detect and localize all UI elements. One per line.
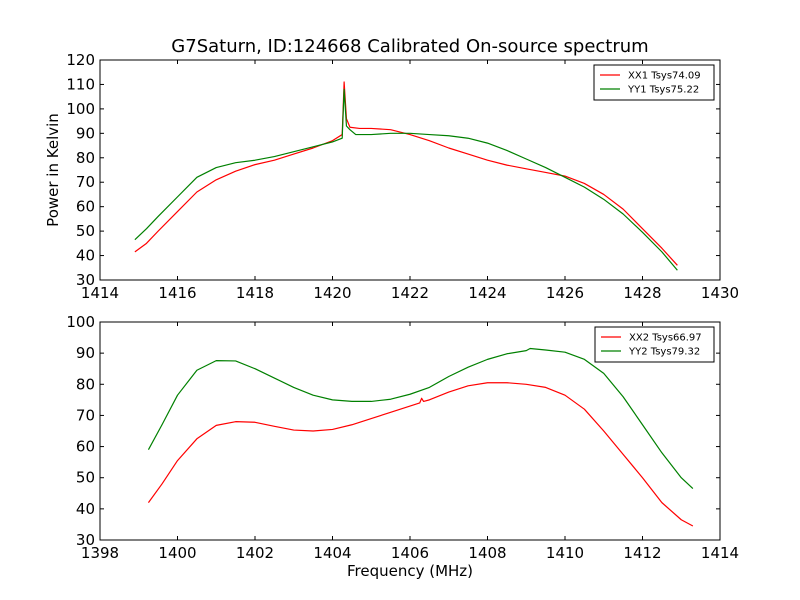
series-line-2-2 <box>147 347 694 490</box>
y-tick-label: 120 <box>66 51 95 69</box>
y-tick-label: 80 <box>76 375 95 393</box>
legend-box <box>594 326 715 363</box>
x-tick-label: 1422 <box>391 284 429 302</box>
y-tick-label: 100 <box>66 313 95 331</box>
x-tick-label: 1400 <box>158 544 196 562</box>
x-tick-label: 1420 <box>313 284 351 302</box>
y-tick-label: 50 <box>76 469 95 487</box>
x-tick-label: 1412 <box>623 544 661 562</box>
chart-panel-1: 1414 1416 1418 1420 1422 1424 1426 1428 1430 30 40… <box>44 36 739 302</box>
y-tick-label: 60 <box>76 438 95 456</box>
y-tick-label: 80 <box>76 149 95 167</box>
y-tick-label: 100 <box>66 100 95 118</box>
y-tick-label: 50 <box>76 222 95 240</box>
x-tick-label: 1424 <box>468 284 506 302</box>
series-line-1-2 <box>134 88 678 271</box>
y-tick-label: 90 <box>76 124 95 142</box>
y-tick-label: 40 <box>76 500 95 518</box>
y-axis-label: Power in Kelvin <box>44 113 62 227</box>
y-tick-label: 60 <box>76 198 95 216</box>
y-tick-label: 70 <box>76 173 95 191</box>
x-tick-label: 1418 <box>236 284 274 302</box>
x-tick-label: 1408 <box>468 544 506 562</box>
y-tick-label: 30 <box>76 271 95 289</box>
x-tick-label: 1430 <box>701 284 739 302</box>
x-tick-label: 1428 <box>623 284 661 302</box>
x-tick-label: 1414 <box>701 544 739 562</box>
legend-box <box>593 64 715 101</box>
x-tick-label: 1416 <box>158 284 196 302</box>
x-tick-label: 1398 <box>81 544 119 562</box>
x-tick-label: 1414 <box>81 284 119 302</box>
y-tick-label: 30 <box>76 531 95 549</box>
x-tick-label: 1402 <box>236 544 274 562</box>
legend-2: XX2 Tsys66.97 YY2 Tsys79.32 <box>594 326 715 363</box>
x-tick-label: 1426 <box>546 284 584 302</box>
legend-label: XX2 Tsys66.97 <box>629 333 702 344</box>
x-tick-label: 1404 <box>313 544 351 562</box>
chart-panel-2: 1398 1400 1402 1404 1406 1408 1410 1412 1414 30 40… <box>66 313 739 580</box>
series-line-1-1 <box>134 81 678 266</box>
y-tick-label: 40 <box>76 247 95 265</box>
x-axis-label: Frequency (MHz) <box>347 562 473 580</box>
y-tick-label: 70 <box>76 406 95 424</box>
legend-label: XX1 Tsys74.09 <box>628 71 701 82</box>
series-line-2-1 <box>147 382 694 527</box>
chart-title: G7Saturn, ID:124668 Calibrated On-source… <box>171 36 648 57</box>
legend-1: XX1 Tsys74.09 YY1 Tsys75.22 <box>593 64 715 101</box>
legend-label: YY1 Tsys75.22 <box>627 85 699 96</box>
x-tick-label: 1410 <box>546 544 584 562</box>
y-tick-label: 110 <box>66 75 95 93</box>
legend-label: YY2 Tsys79.32 <box>628 347 700 358</box>
x-tick-label: 1406 <box>391 544 429 562</box>
y-tick-label: 90 <box>76 344 95 362</box>
